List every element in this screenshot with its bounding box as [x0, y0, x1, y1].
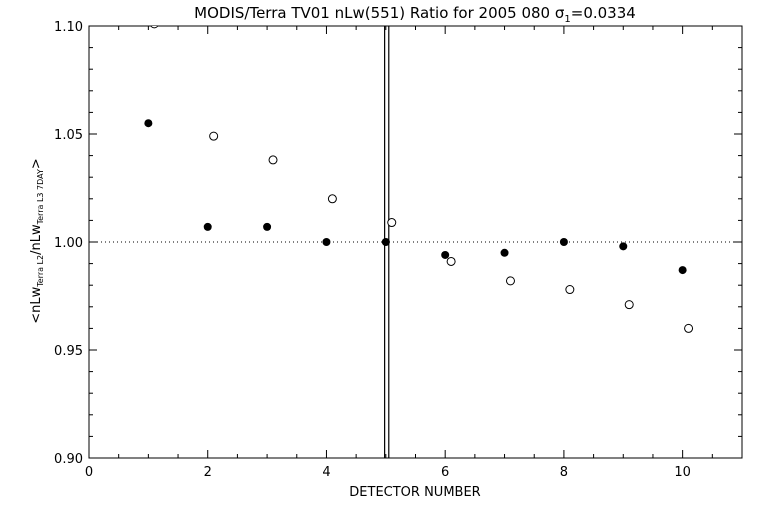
y-axis-label-prefix: <nLw: [29, 286, 44, 323]
chart-title: MODIS/Terra TV01 nLw(551) Ratio for 2005…: [194, 4, 636, 25]
y-axis-label-suffix: >: [29, 158, 44, 169]
y-tick-label: 1.05: [54, 128, 83, 143]
y-axis-label-subscript-1: Terra L2: [36, 255, 45, 288]
chart-title-main: MODIS/Terra TV01 nLw(551) Ratio for 2005…: [194, 4, 565, 22]
x-tick-label: 10: [674, 465, 691, 480]
y-axis-label-mid: /nLw: [29, 224, 44, 255]
open-point: [209, 131, 219, 141]
chart-title-suffix: =0.0334: [571, 4, 636, 22]
open-point: [387, 218, 397, 228]
y-tick-label: 1.10: [54, 20, 83, 35]
y-axis-label: <nLwTerra L2/nLwTerra L3 7DAY>: [29, 158, 45, 324]
x-tick-label: 2: [204, 465, 212, 480]
open-point: [327, 194, 337, 204]
x-tick-label: 6: [441, 465, 449, 480]
open-point: [505, 276, 515, 286]
x-tick-label: 8: [560, 465, 568, 480]
y-tick-label: 1.00: [54, 236, 83, 251]
filled-point: [144, 119, 153, 128]
x-tick-label: 0: [85, 465, 93, 480]
open-point: [684, 323, 694, 333]
y-tick-label: 0.90: [54, 452, 83, 467]
filled-point: [678, 266, 687, 275]
y-axis-label-subscript-2: Terra L3 7DAY: [36, 169, 45, 225]
filled-point: [500, 248, 509, 257]
x-axis-label: DETECTOR NUMBER: [349, 485, 480, 500]
y-tick-label: 0.95: [54, 344, 83, 359]
filled-point: [619, 242, 628, 251]
filled-point: [441, 250, 450, 259]
data-points: [144, 26, 694, 333]
filled-point: [559, 238, 568, 246]
open-point: [446, 256, 456, 266]
open-point: [150, 26, 159, 29]
filled-point: [263, 222, 272, 231]
filled-point: [381, 238, 390, 246]
open-point: [268, 155, 278, 165]
open-point: [624, 300, 634, 310]
chart-title-subscript: 1: [564, 14, 570, 25]
filled-point: [203, 222, 212, 231]
x-tick-label: 4: [322, 465, 330, 480]
plot-area: 0 2 4 6 8 10 0.90 0.95 1.00 1.05 1.10: [54, 20, 743, 480]
filled-point: [322, 238, 331, 246]
open-point: [565, 285, 575, 295]
